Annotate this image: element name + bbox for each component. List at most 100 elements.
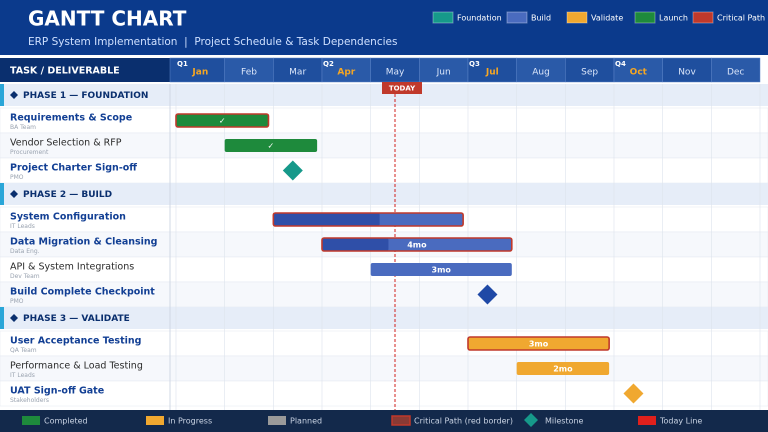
bar-label: ✓ (268, 142, 275, 151)
task-owner: IT Leads (10, 223, 35, 230)
legend-label: Build (531, 14, 551, 23)
phase-accent (0, 84, 4, 106)
milestone (477, 284, 498, 305)
month-label: Dec (727, 68, 744, 78)
month-label: Jun (436, 68, 451, 78)
column-header-bg (0, 58, 170, 82)
task-name: Data Migration & Cleansing (10, 237, 157, 248)
phase-row (0, 183, 768, 205)
month-label: Nov (678, 68, 696, 78)
month-cell (613, 57, 663, 83)
task-row (0, 157, 768, 184)
task-owner: BA Team (10, 124, 36, 131)
today-badge (382, 82, 422, 94)
quarter-label: Q2 (323, 60, 334, 68)
footer-swatch (524, 413, 538, 427)
phase-row (0, 84, 768, 106)
task-name: Project Charter Sign-off (10, 163, 137, 174)
task-bar (468, 337, 610, 350)
month-cell (321, 57, 371, 83)
task-owner: Dev Team (10, 273, 40, 280)
task-progress (273, 213, 380, 226)
footer-label: Completed (44, 417, 88, 426)
critical-border (467, 336, 610, 351)
bar-label: ✓ (219, 117, 226, 126)
legend-swatch (634, 11, 656, 24)
footer-label: In Progress (168, 417, 212, 426)
task-row (0, 107, 768, 134)
month-label: Jul (485, 68, 499, 78)
month-label: Apr (337, 68, 355, 78)
legend-label: Critical Path (717, 14, 765, 23)
bar-label: 4mo (407, 241, 427, 250)
phase-label: PHASE 3 — VALIDATE (23, 314, 130, 324)
footer-label: Milestone (545, 417, 584, 426)
task-bar (176, 114, 269, 127)
header-bg (0, 0, 768, 55)
phase-row (0, 307, 768, 329)
footer-swatch (22, 416, 40, 425)
month-cell (224, 57, 274, 83)
bar-label: 2mo (553, 365, 573, 374)
task-row (0, 281, 768, 308)
quarter-label: Q4 (615, 60, 626, 68)
subtitle: ERP System Implementation | Project Sche… (28, 36, 397, 48)
column-header: TASK / DELIVERABLE (10, 66, 120, 77)
task-owner: PMO (10, 298, 24, 305)
footer-bg (0, 410, 768, 432)
phase-diamond (10, 314, 18, 322)
task-bar (224, 139, 318, 152)
task-owner: Procurement (10, 149, 49, 156)
task-name: API & System Integrations (10, 262, 134, 273)
legend-label: Foundation (457, 14, 502, 23)
month-cell (516, 57, 566, 83)
month-cell (711, 57, 761, 83)
task-owner: Stakeholders (10, 397, 49, 404)
legend-swatch (692, 11, 714, 24)
quarter-label: Q3 (469, 60, 480, 68)
title: GANTT CHART (28, 7, 187, 31)
month-label: Feb (241, 68, 257, 78)
phase-accent (0, 183, 4, 205)
footer-swatch (638, 416, 656, 425)
legend-swatch (432, 11, 454, 24)
month-cell (419, 57, 469, 83)
critical-border (321, 237, 513, 252)
task-owner: Data Eng. (10, 248, 40, 255)
task-row (0, 330, 768, 357)
today-label: TODAY (389, 85, 416, 93)
task-owner: IT Leads (10, 372, 35, 379)
legend-swatch (566, 11, 588, 24)
footer-swatch (146, 416, 164, 425)
phase-diamond (10, 190, 18, 198)
phase-label: PHASE 2 — BUILD (23, 190, 112, 200)
bar-label: 3mo (432, 266, 452, 275)
task-name: UAT Sign-off Gate (10, 386, 104, 397)
phase-label: PHASE 1 — FOUNDATION (23, 91, 148, 101)
phase-diamond (10, 91, 18, 99)
task-row (0, 355, 768, 382)
month-cell (662, 57, 712, 83)
legend-label: Validate (591, 14, 623, 23)
task-bar (516, 362, 610, 375)
footer-label: Planned (290, 417, 322, 426)
task-owner: PMO (10, 174, 24, 181)
task-row (0, 380, 768, 407)
task-progress (322, 238, 389, 251)
critical-border (272, 212, 464, 227)
footer-label: Today Line (659, 417, 702, 426)
month-label: Jan (191, 68, 208, 78)
critical-border (175, 113, 270, 128)
month-label: Oct (630, 68, 648, 78)
task-name: Build Complete Checkpoint (10, 287, 155, 298)
legend-label: Launch (659, 14, 688, 23)
task-name: Requirements & Scope (10, 113, 132, 124)
footer-swatch (391, 415, 411, 426)
task-name: Vendor Selection & RFP (10, 138, 122, 149)
task-name: User Acceptance Testing (10, 336, 141, 347)
task-name: Performance & Load Testing (10, 361, 143, 372)
legend-swatch (506, 11, 528, 24)
month-cell (370, 57, 420, 83)
month-label: May (386, 68, 405, 78)
